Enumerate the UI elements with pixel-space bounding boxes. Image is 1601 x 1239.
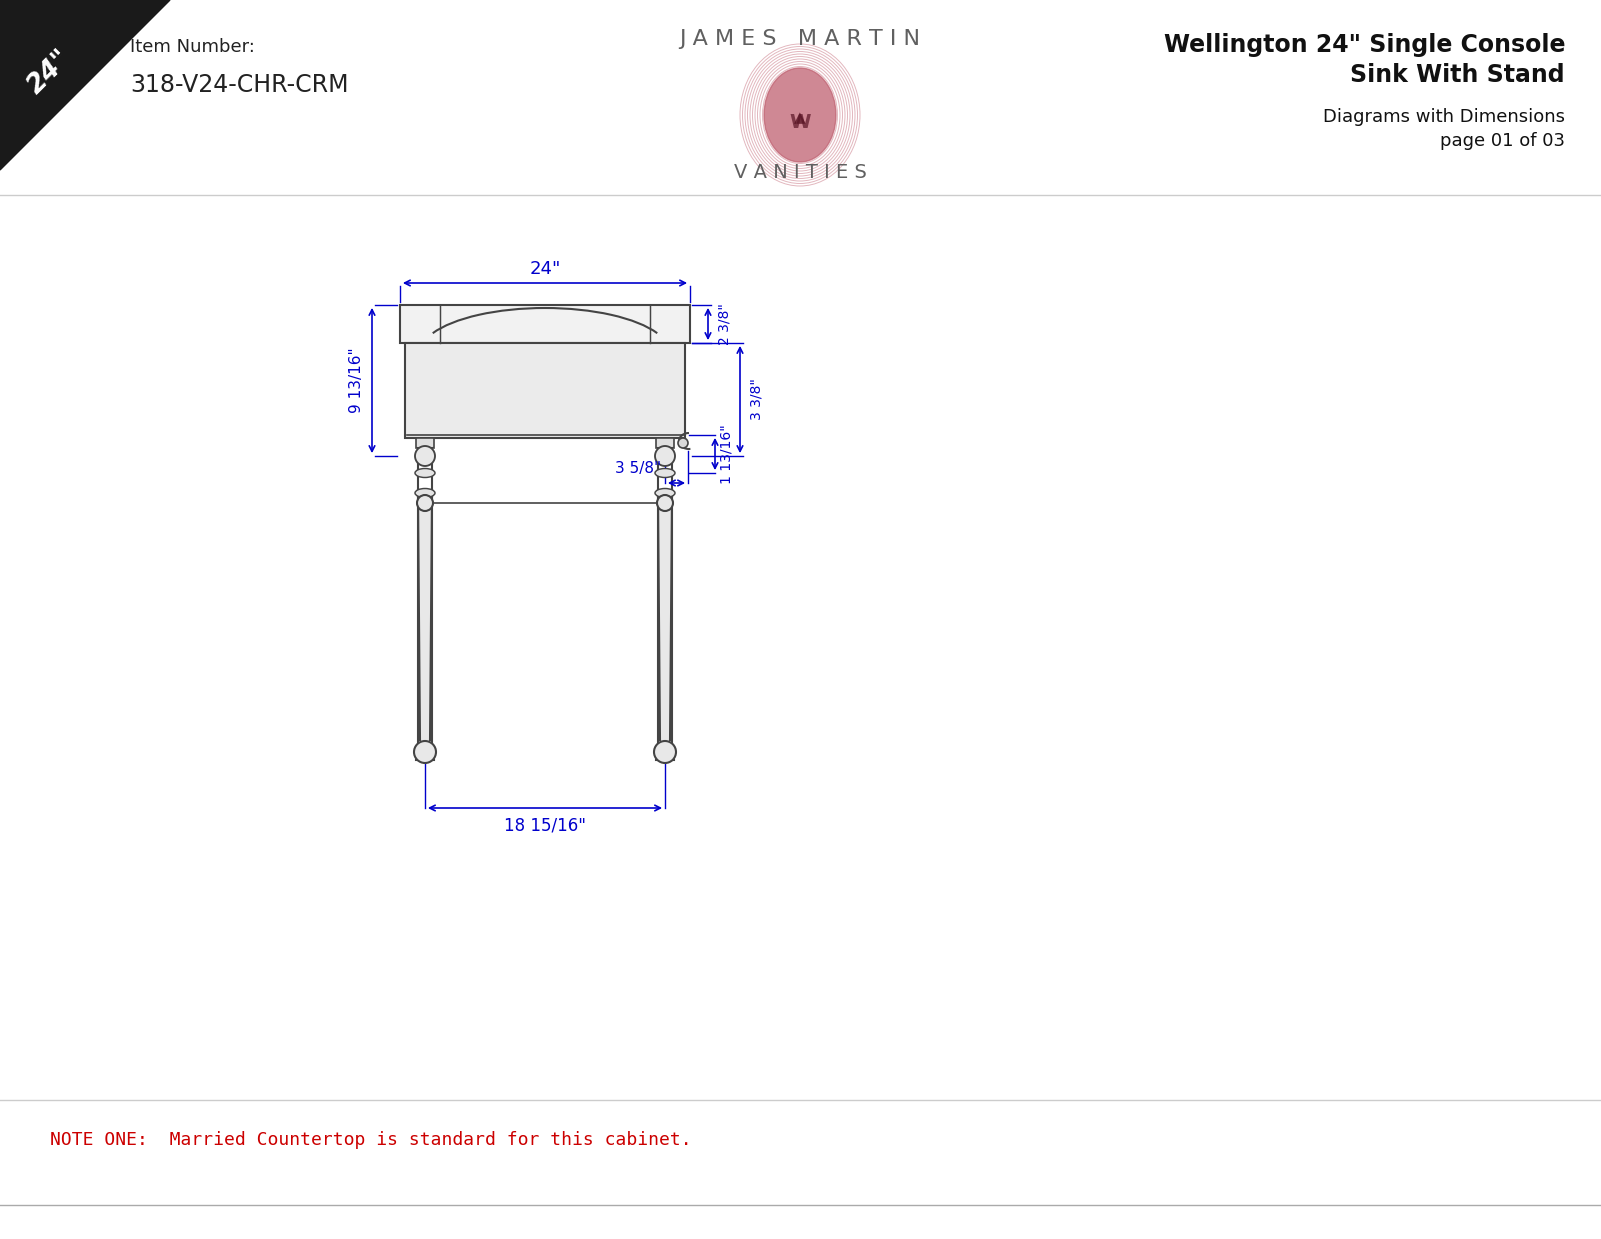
Circle shape: [416, 496, 432, 510]
Text: V A N I T I E S: V A N I T I E S: [733, 164, 866, 182]
Text: 3 5/8": 3 5/8": [615, 461, 661, 477]
Ellipse shape: [415, 488, 435, 498]
Text: Sink With Stand: Sink With Stand: [1350, 63, 1566, 87]
Circle shape: [677, 439, 688, 449]
Circle shape: [415, 741, 435, 763]
Ellipse shape: [655, 488, 676, 498]
Text: 18 15/16": 18 15/16": [504, 817, 586, 835]
FancyBboxPatch shape: [400, 305, 690, 343]
FancyBboxPatch shape: [405, 343, 685, 439]
Polygon shape: [418, 497, 432, 740]
Polygon shape: [0, 0, 170, 170]
Text: 24": 24": [530, 260, 560, 278]
Text: 24": 24": [22, 45, 77, 99]
Circle shape: [653, 741, 676, 763]
Text: 318-V24-CHR-CRM: 318-V24-CHR-CRM: [130, 73, 349, 97]
Text: 3 3/8": 3 3/8": [749, 379, 764, 420]
Text: Wellington 24" Single Console: Wellington 24" Single Console: [1164, 33, 1566, 57]
Text: page 01 of 03: page 01 of 03: [1439, 133, 1566, 150]
Circle shape: [656, 496, 672, 510]
Text: ▲: ▲: [794, 110, 805, 125]
Text: NOTE ONE:  Married Countertop is standard for this cabinet.: NOTE ONE: Married Countertop is standard…: [50, 1131, 692, 1149]
Text: 2 3/8": 2 3/8": [717, 304, 732, 344]
Text: Diagrams with Dimensions: Diagrams with Dimensions: [1322, 108, 1566, 126]
Text: 9 13/16": 9 13/16": [349, 348, 363, 414]
FancyBboxPatch shape: [656, 439, 674, 449]
Text: J A M E S   M A R T I N: J A M E S M A R T I N: [679, 28, 921, 50]
Circle shape: [415, 446, 435, 466]
Text: Item Number:: Item Number:: [130, 38, 255, 56]
FancyBboxPatch shape: [416, 439, 434, 449]
Polygon shape: [658, 497, 672, 740]
Text: W: W: [789, 114, 810, 133]
Text: 1 13/16": 1 13/16": [720, 424, 733, 484]
Circle shape: [655, 446, 676, 466]
Ellipse shape: [764, 68, 836, 162]
Ellipse shape: [655, 468, 676, 477]
Ellipse shape: [415, 468, 435, 477]
